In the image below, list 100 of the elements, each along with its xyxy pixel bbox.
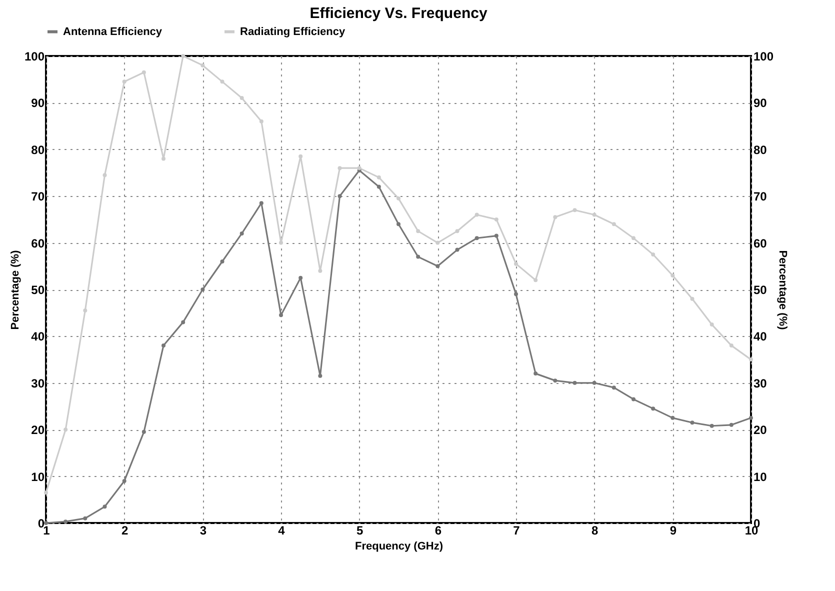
point (632, 236, 636, 240)
point (534, 372, 538, 376)
y-tick-label: 0 (38, 516, 45, 530)
point (83, 516, 88, 520)
y-tick-label: 80 (31, 142, 45, 157)
point (64, 520, 68, 524)
x-axis-title: Frequency (GHz) (354, 540, 444, 552)
x-tick-label: 2 (121, 524, 128, 538)
point (612, 222, 616, 226)
x-tick-label: 4 (278, 524, 286, 538)
y2-tick-label: 60 (754, 236, 768, 250)
y2-tick-label: 90 (754, 96, 768, 110)
point (396, 222, 400, 226)
point (220, 259, 224, 264)
point (612, 386, 616, 390)
point (494, 217, 498, 222)
point (514, 292, 518, 296)
point (240, 231, 244, 236)
point (376, 175, 381, 180)
y-tick-label: 20 (31, 423, 45, 438)
y2-tick-label: 70 (754, 190, 768, 204)
point (279, 313, 283, 318)
y-tick-label: 50 (31, 283, 45, 297)
point (592, 380, 596, 385)
y2-tick-label: 80 (754, 142, 768, 157)
point (455, 248, 460, 252)
point (64, 428, 68, 432)
point (514, 262, 518, 266)
y2-axis-title: Percentage (%) (776, 250, 789, 330)
point (690, 420, 694, 425)
point (494, 234, 498, 238)
y2-tick-label: 40 (754, 330, 768, 344)
point (220, 80, 224, 84)
point (396, 196, 400, 200)
y2-tick-label: 30 (754, 376, 768, 390)
y-tick-label: 60 (31, 236, 45, 250)
point (279, 240, 283, 245)
point (102, 173, 107, 178)
point (318, 374, 322, 378)
point (122, 80, 126, 84)
y-tick-label: 10 (31, 470, 45, 484)
point (376, 184, 381, 189)
point (670, 273, 675, 278)
y-tick-label: 90 (31, 96, 45, 110)
point (162, 344, 166, 348)
y-tick-label: 40 (31, 330, 45, 344)
point (436, 240, 440, 245)
point (142, 430, 146, 434)
point (651, 252, 656, 256)
point (318, 268, 322, 273)
x-tick-label: 8 (591, 524, 598, 538)
point (181, 320, 186, 324)
y2-tick-label: 50 (754, 283, 768, 297)
point (338, 166, 342, 170)
point (690, 296, 694, 301)
x-tick-label: 7 (513, 524, 520, 538)
y2-tick-label: 20 (754, 423, 768, 438)
point (455, 229, 460, 234)
chart-title: Efficiency Vs. Frequency (310, 5, 488, 22)
point (474, 236, 479, 240)
point (83, 308, 88, 313)
legend-label: Radiating Efficiency (240, 26, 346, 38)
x-tick-label: 3 (200, 524, 207, 538)
point (710, 424, 714, 428)
point (162, 156, 166, 161)
point (338, 194, 342, 198)
point (200, 288, 205, 292)
point (632, 397, 636, 402)
point (553, 215, 558, 220)
point (729, 422, 734, 427)
y-tick-label: 30 (31, 376, 45, 390)
x-tick-label: 1 (43, 524, 50, 538)
point (298, 154, 303, 158)
y-tick-label: 70 (31, 190, 45, 204)
point (749, 358, 753, 362)
point (259, 119, 264, 124)
x-tick-label: 9 (670, 524, 677, 538)
y2-tick-label: 100 (754, 50, 774, 64)
point (102, 504, 107, 509)
point (416, 254, 420, 259)
point (651, 406, 656, 411)
y-tick-label: 100 (24, 50, 45, 64)
point (710, 322, 714, 327)
point (416, 229, 420, 234)
point (436, 264, 440, 268)
point (44, 490, 48, 495)
x-tick-label: 5 (356, 524, 364, 538)
point (298, 276, 303, 280)
x-tick-label: 6 (434, 524, 442, 538)
y2-tick-label: 10 (754, 470, 768, 484)
point (572, 208, 577, 212)
point (749, 416, 753, 420)
point (240, 96, 244, 100)
point (142, 70, 146, 74)
point (200, 63, 205, 68)
y-axis-title: Percentage (%) (9, 250, 22, 330)
point (474, 212, 479, 217)
point (259, 201, 264, 206)
point (122, 478, 126, 483)
point (553, 378, 558, 383)
